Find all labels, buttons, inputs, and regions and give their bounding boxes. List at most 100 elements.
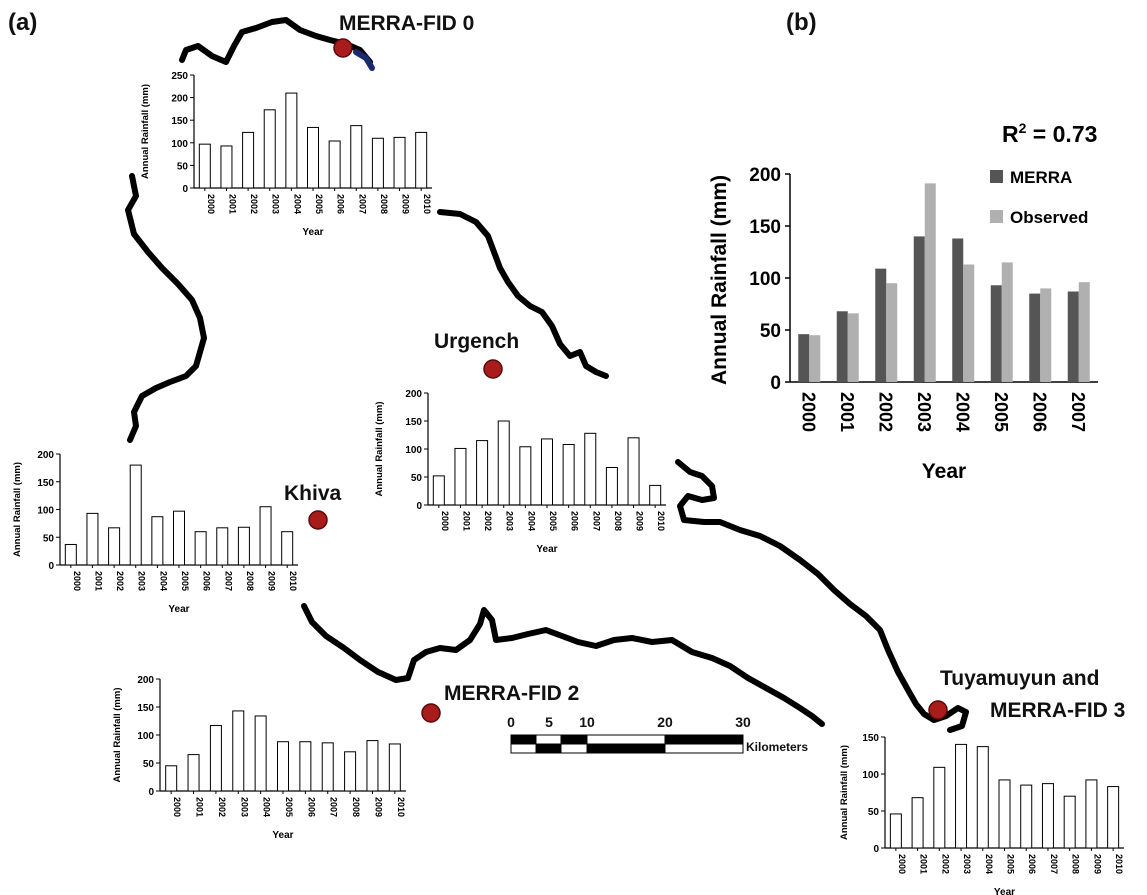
- y-tick-label: 0: [770, 373, 781, 394]
- bar-2007: [321, 742, 334, 792]
- station-label-merra-fid-0: MERRA-FID 0: [339, 12, 474, 35]
- x-axis-title: Year: [922, 460, 966, 483]
- x-tick-label: 2009: [401, 194, 411, 214]
- y-tick-label: 100: [171, 139, 188, 150]
- scale-tick-0: 0: [507, 714, 515, 730]
- y-tick-label: 50: [43, 533, 55, 544]
- bar-2006: [299, 741, 312, 792]
- bar-2004: [519, 446, 532, 506]
- bar-2003: [129, 464, 142, 566]
- bar-observed-2007: [1078, 282, 1090, 382]
- panel-b-label: (b): [786, 9, 817, 36]
- scale-tick-20: 20: [657, 714, 673, 730]
- x-tick-label: 2003: [962, 854, 972, 874]
- bar-2002: [933, 766, 946, 849]
- bar-observed-2001: [847, 313, 859, 382]
- y-tick-label: 150: [749, 217, 781, 238]
- bar-2009: [393, 136, 406, 189]
- y-axis-title: Annual Rainfall (mm): [140, 84, 151, 179]
- x-tick-label: 2007: [591, 511, 601, 531]
- x-tick-label: 2000: [172, 797, 182, 817]
- y-tick-label: 200: [137, 675, 154, 686]
- bar-2004: [285, 92, 298, 189]
- bar-2007: [1041, 783, 1054, 849]
- chart-merra-fid-3: 0 50 100 150 2000 2001 2002 2003 2004 2005 2006 200…: [839, 733, 1124, 895]
- y-tick-label: 0: [873, 844, 879, 855]
- chart-khiva: 0 50 100 150 200 2000 2001 2002 2003 2004 2005 2006…: [12, 450, 298, 615]
- scale-bar-ticks: 0 5 10 20 30: [507, 714, 751, 730]
- x-axis-title: Year: [536, 544, 557, 555]
- x-tick-label: 2009: [267, 571, 277, 591]
- river-west: [125, 173, 207, 443]
- y-tick-label: 150: [171, 116, 188, 127]
- y-tick-label: 150: [405, 417, 422, 428]
- y-tick-label: 0: [182, 184, 188, 195]
- bar-2006: [194, 531, 207, 566]
- y-axis-title: Annual Rainfall (mm): [112, 687, 123, 782]
- x-tick-label: 2001: [227, 194, 237, 214]
- river-upper-east: [437, 209, 609, 379]
- bar-2003: [497, 420, 510, 506]
- y-axis-title: Annual Rainfall (mm): [12, 462, 23, 557]
- x-tick-label: 2002: [875, 392, 895, 432]
- x-axis-title: Year: [168, 604, 189, 615]
- panel-a-label: (a): [8, 9, 37, 36]
- x-tick-label: 2004: [984, 854, 994, 874]
- y-tick-label: 0: [416, 501, 422, 512]
- bar-2005: [277, 741, 289, 792]
- bar-2007: [350, 125, 363, 189]
- x-tick-label: 2007: [357, 194, 367, 214]
- bar-2010: [649, 484, 662, 506]
- scale-tick-10: 10: [579, 714, 595, 730]
- y-tick-label: 150: [137, 703, 154, 714]
- x-tick-label: 2007: [1049, 854, 1059, 874]
- y-tick-label: 100: [405, 445, 422, 456]
- bar-2000: [432, 475, 445, 506]
- station-label-merra-fid-2: MERRA-FID 2: [444, 682, 579, 705]
- bar-2008: [605, 466, 618, 506]
- x-axis-title: Year: [272, 830, 293, 841]
- r-squared-sup: 2: [1019, 120, 1027, 136]
- y-axis-title: Annual Rainfall (mm): [839, 745, 850, 840]
- x-tick-label: 2005: [991, 392, 1011, 432]
- x-tick-label: 2002: [483, 511, 493, 531]
- x-tick-label: 2005: [1006, 854, 1016, 874]
- scale-tick-5: 5: [545, 714, 553, 730]
- y-tick-label: 100: [37, 506, 54, 517]
- x-tick-label: 2000: [72, 571, 82, 591]
- bar-observed-2000: [809, 335, 821, 382]
- bar-merra-2004: [952, 238, 964, 382]
- x-tick-label: 2003: [271, 194, 281, 214]
- bar-2009: [366, 740, 379, 792]
- bar-observed-2004: [963, 264, 975, 382]
- x-tick-label: 2002: [249, 194, 259, 214]
- bar-2001: [187, 754, 200, 792]
- r-squared-rest: = 0.73: [1026, 121, 1097, 147]
- x-tick-label: 2010: [1114, 854, 1124, 874]
- river-south: [301, 603, 825, 727]
- blue-river-segment: [353, 49, 375, 71]
- chart-urgench: 0 50 100 150 200 2000 2001 2002 2003 2004 2005 2006…: [374, 389, 666, 555]
- y-tick-label: 0: [148, 787, 154, 798]
- station-marker-khiva: [308, 510, 328, 530]
- x-tick-label: 2005: [284, 797, 294, 817]
- station-label-urgench: Urgench: [434, 330, 519, 353]
- river-lines: [125, 17, 969, 733]
- legend-label-observed: Observed: [1010, 208, 1088, 227]
- bar-2002: [209, 724, 222, 792]
- x-tick-label: 2008: [613, 511, 623, 531]
- bar-2000: [198, 143, 211, 189]
- bar-observed-2002: [886, 283, 898, 382]
- bar-2006: [328, 140, 341, 189]
- station-label-khiva: Khiva: [284, 482, 342, 505]
- bar-merra-2002: [875, 268, 887, 382]
- bar-merra-2005: [990, 285, 1002, 382]
- x-tick-label: 2008: [1071, 854, 1081, 874]
- x-tick-label: 2002: [940, 854, 950, 874]
- x-tick-label: 2004: [158, 571, 168, 591]
- x-tick-label: 2009: [635, 511, 645, 531]
- y-tick-label: 250: [171, 71, 188, 82]
- x-tick-label: 2008: [351, 797, 361, 817]
- x-tick-label: 2010: [656, 511, 666, 531]
- bar-2001: [454, 447, 467, 506]
